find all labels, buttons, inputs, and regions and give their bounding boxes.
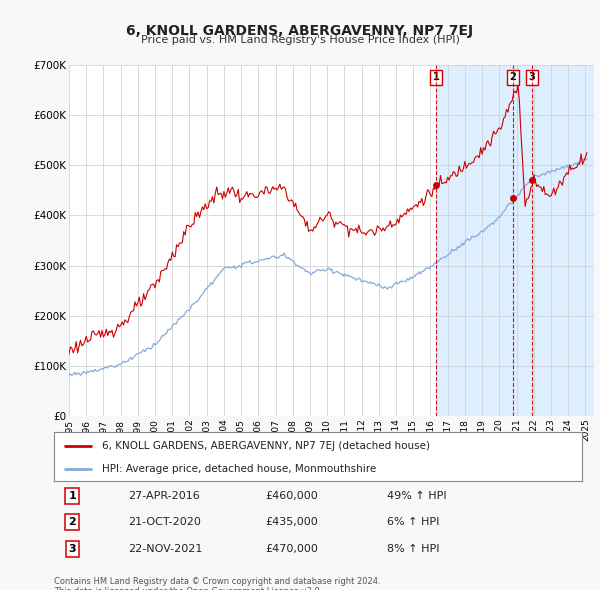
Text: 3: 3 bbox=[529, 73, 535, 83]
Text: 1: 1 bbox=[68, 491, 76, 501]
Text: 1: 1 bbox=[433, 73, 439, 83]
Text: 22-NOV-2021: 22-NOV-2021 bbox=[128, 544, 202, 554]
Text: Price paid vs. HM Land Registry's House Price Index (HPI): Price paid vs. HM Land Registry's House … bbox=[140, 35, 460, 45]
Text: 2: 2 bbox=[510, 73, 517, 83]
Text: 3: 3 bbox=[68, 544, 76, 554]
Text: 6, KNOLL GARDENS, ABERGAVENNY, NP7 7EJ: 6, KNOLL GARDENS, ABERGAVENNY, NP7 7EJ bbox=[127, 24, 473, 38]
Text: 21-OCT-2020: 21-OCT-2020 bbox=[128, 517, 201, 527]
Text: 8% ↑ HPI: 8% ↑ HPI bbox=[386, 544, 439, 554]
Text: 49% ↑ HPI: 49% ↑ HPI bbox=[386, 491, 446, 501]
Text: 6% ↑ HPI: 6% ↑ HPI bbox=[386, 517, 439, 527]
Text: £435,000: £435,000 bbox=[265, 517, 318, 527]
Text: Contains HM Land Registry data © Crown copyright and database right 2024.
This d: Contains HM Land Registry data © Crown c… bbox=[54, 577, 380, 590]
Text: 6, KNOLL GARDENS, ABERGAVENNY, NP7 7EJ (detached house): 6, KNOLL GARDENS, ABERGAVENNY, NP7 7EJ (… bbox=[101, 441, 430, 451]
Text: HPI: Average price, detached house, Monmouthshire: HPI: Average price, detached house, Monm… bbox=[101, 464, 376, 474]
Text: £470,000: £470,000 bbox=[265, 544, 318, 554]
Text: 27-APR-2016: 27-APR-2016 bbox=[128, 491, 200, 501]
Bar bbox=[436, 65, 600, 416]
Text: £460,000: £460,000 bbox=[265, 491, 318, 501]
Text: 2: 2 bbox=[68, 517, 76, 527]
